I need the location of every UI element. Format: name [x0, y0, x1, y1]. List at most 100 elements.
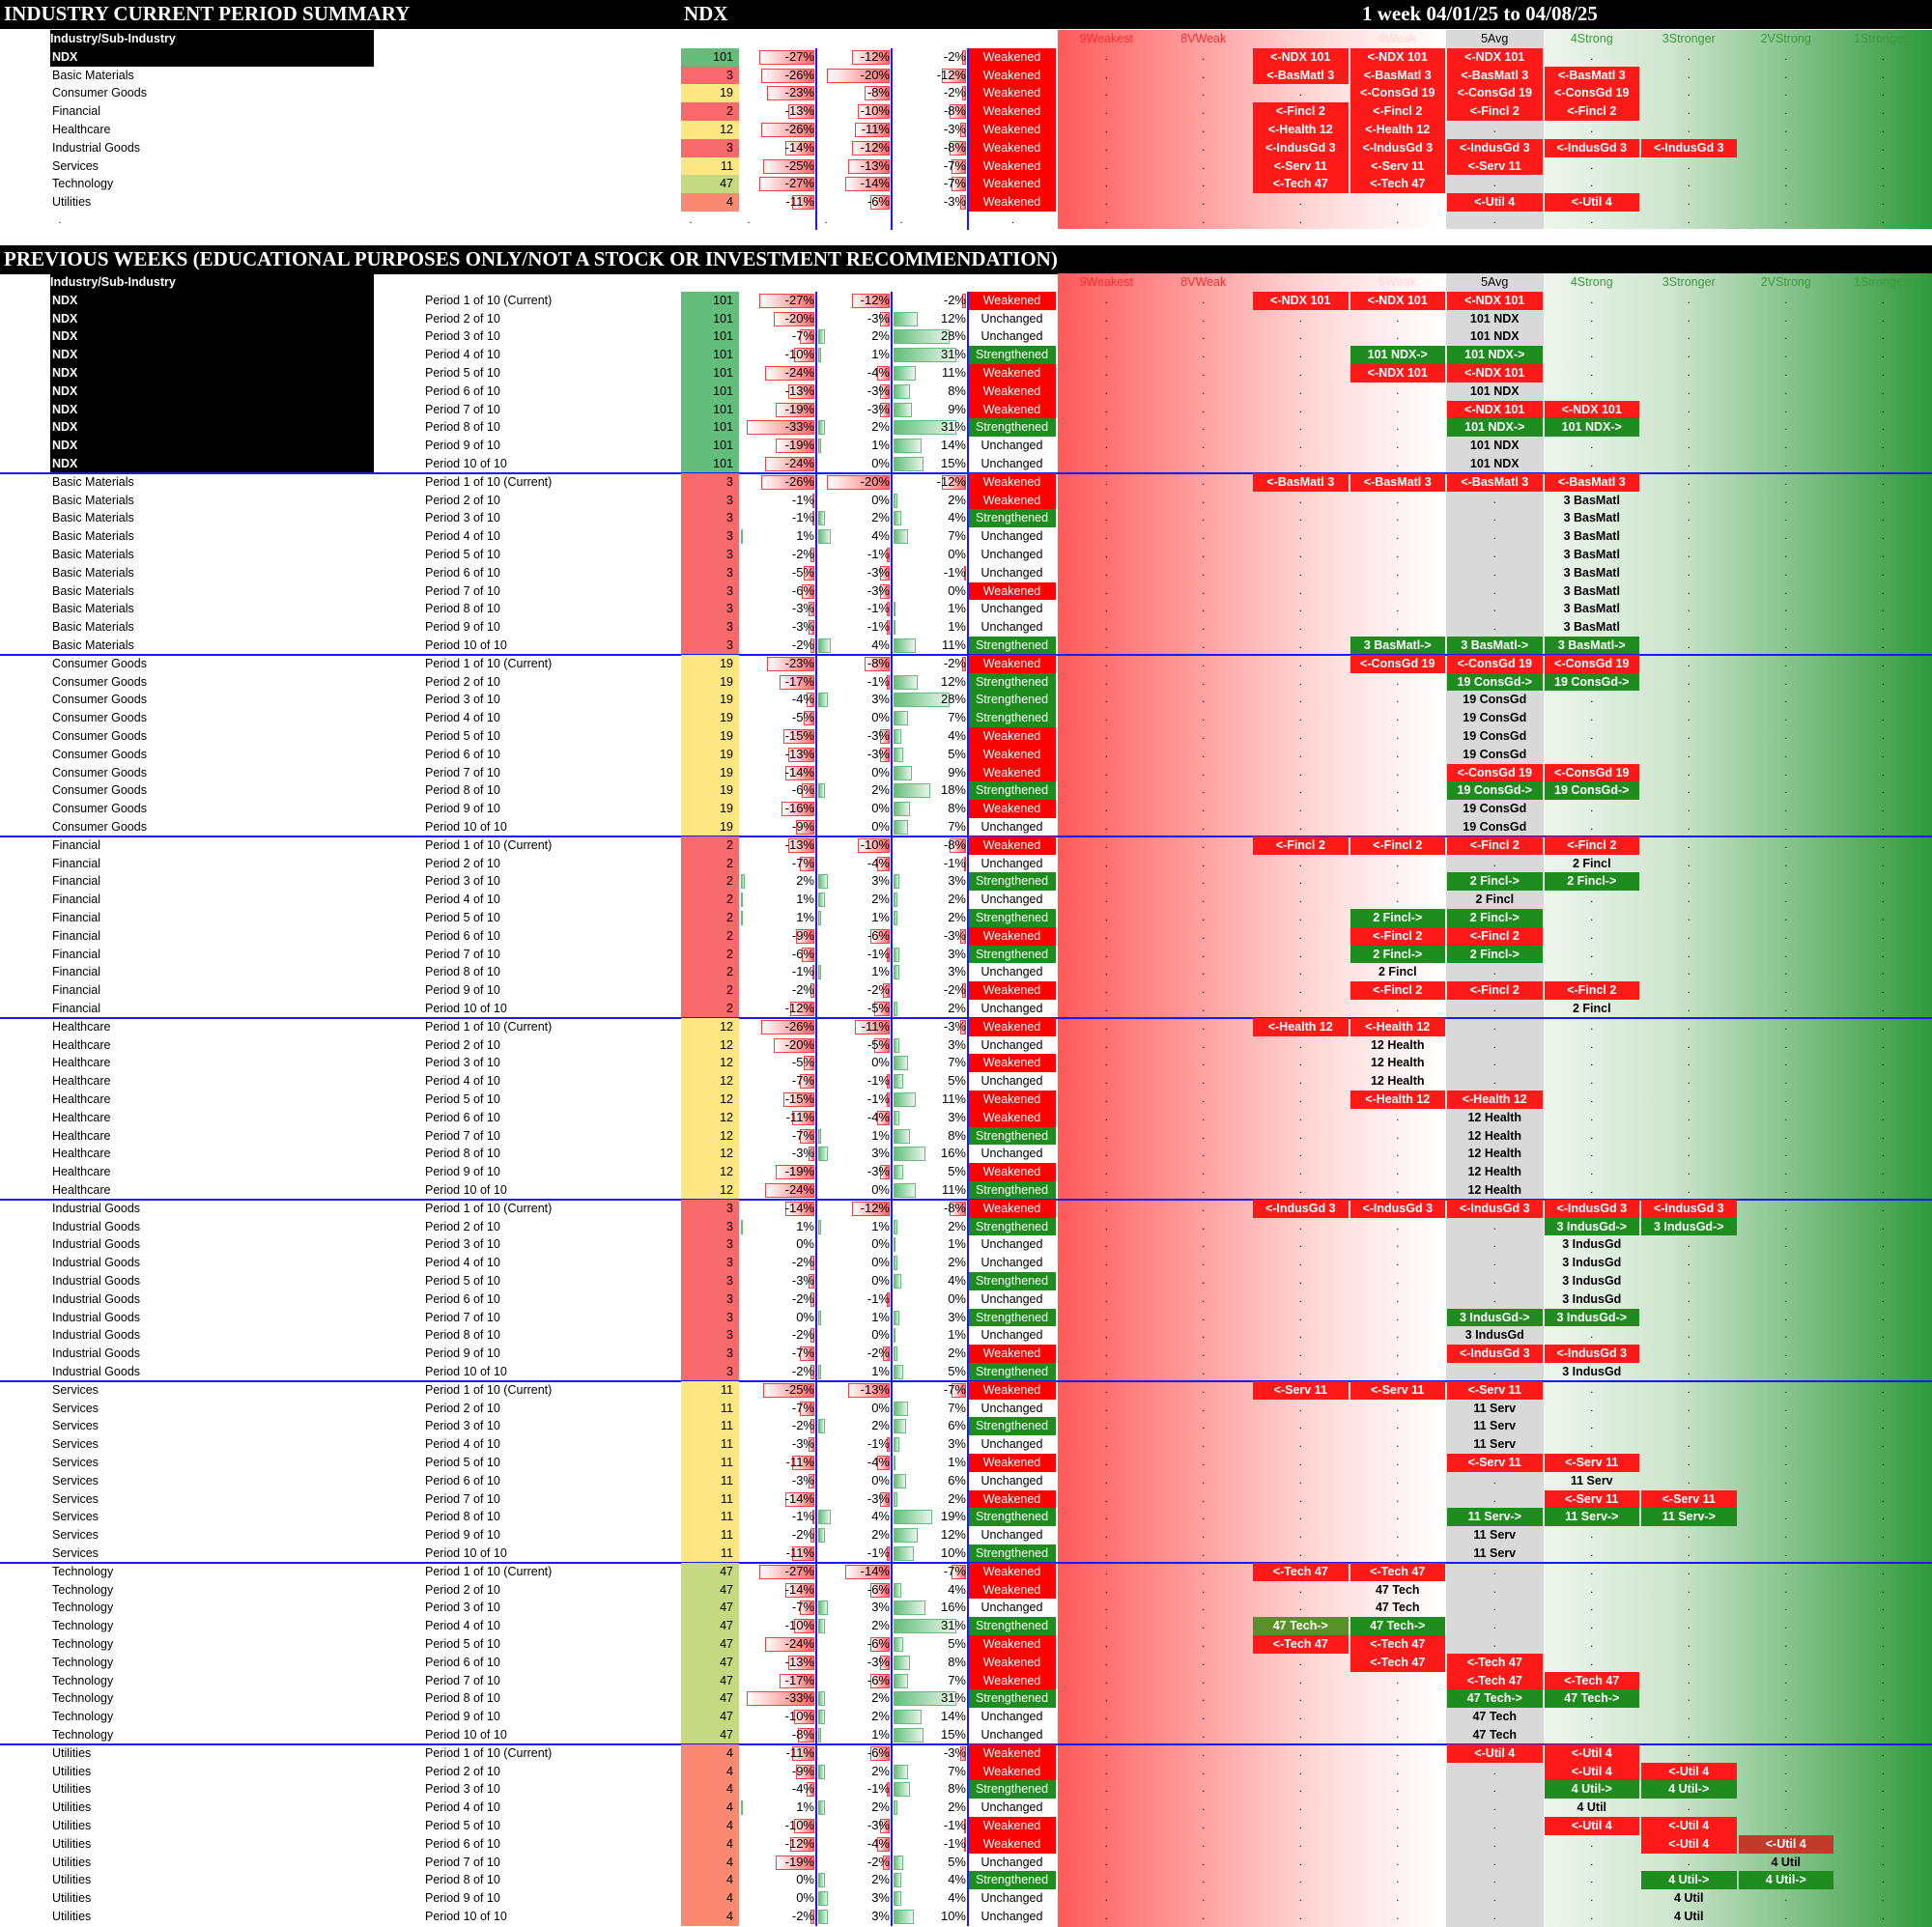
avg-cell-value: 3%: [871, 1146, 890, 1161]
industry-name: Basic Materials: [52, 548, 134, 561]
max-cell-value: 5%: [948, 1164, 966, 1179]
zone-empty-dot: .: [1881, 1420, 1885, 1432]
max-cell-value: -3%: [943, 1744, 966, 1760]
industry-name: NDX: [50, 418, 374, 438]
max-cell-value: 2%: [948, 1490, 966, 1506]
max-cell: 8%: [892, 1654, 968, 1672]
status-cell: Strengthened: [968, 1689, 1056, 1709]
min-cell: -2%: [739, 1290, 816, 1309]
zone-empty-dot: .: [1784, 1003, 1788, 1014]
status-cell: Unchanged: [968, 1726, 1056, 1744]
zone-empty-dot: .: [1104, 1003, 1108, 1014]
avg-cell-value: 1%: [871, 964, 890, 979]
period-label: Period 10 of 10: [425, 457, 507, 470]
zone-empty-dot: .: [1202, 1529, 1206, 1542]
industry-name: Utilities: [52, 1745, 92, 1760]
zone-empty-dot: .: [1784, 1111, 1788, 1123]
zone-empty-dot: .: [1881, 367, 1885, 379]
zone-empty-dot: .: [1881, 1329, 1885, 1342]
zone-empty-dot: .: [1202, 1547, 1206, 1559]
min-cell: -24%: [739, 1635, 816, 1654]
zone-empty-dot: .: [1687, 196, 1690, 209]
avg-cell-bar: [886, 602, 890, 617]
zone-empty-dot: .: [1298, 621, 1302, 634]
period-label: Period 5 of 10: [425, 1637, 500, 1651]
avg-cell: -12%: [816, 292, 892, 310]
zone-marker: <-NDX 101: [1447, 47, 1543, 67]
zone-empty-dot: .: [1881, 1711, 1885, 1723]
zone-empty-dot: .: [1298, 712, 1302, 724]
avg-cell-value: 0%: [871, 1255, 890, 1270]
avg-cell-bar: [876, 1836, 890, 1852]
summary-period-range: 1 week 04/01/25 to 04/08/25: [1362, 2, 1598, 25]
zone-empty-dot: .: [1298, 1402, 1302, 1414]
max-cell-bar: [894, 1728, 924, 1743]
min-cell-value: -6%: [791, 582, 814, 598]
avg-cell-value: -12%: [860, 139, 890, 155]
max-cell-value: 6%: [948, 1418, 966, 1433]
zone-empty-dot: .: [1881, 196, 1885, 209]
zone-empty-dot: .: [1687, 1329, 1690, 1342]
avg-cell-value: -1%: [867, 1091, 890, 1106]
zone-empty-dot: .: [1202, 1438, 1206, 1451]
min-cell-value: -5%: [791, 564, 814, 580]
min-cell: -3%: [739, 1472, 816, 1490]
zone-empty-dot: .: [1202, 1583, 1206, 1596]
zone-marker: <-Serv 11: [1641, 1489, 1737, 1509]
count-cell: 4: [681, 1780, 739, 1799]
zone-empty-dot: .: [1396, 821, 1400, 833]
avg-cell: -14%: [816, 1563, 892, 1581]
zone-empty-dot: .: [1298, 1765, 1302, 1777]
avg-cell-bar: [876, 366, 890, 381]
min-cell-bar: [795, 1764, 814, 1779]
zone-empty-dot: .: [1202, 748, 1206, 760]
zone-empty-dot: .: [1784, 1511, 1788, 1523]
zone-empty-dot: .: [1104, 984, 1108, 997]
avg-cell-bar: [883, 983, 890, 999]
max-cell-value: 12%: [940, 310, 966, 326]
min-cell-value: -11%: [785, 194, 814, 210]
min-cell-bar: [775, 1165, 814, 1180]
zone-empty-dot: .: [1784, 196, 1788, 209]
zone-empty-dot: .: [1104, 1801, 1108, 1814]
count-cell: 19: [681, 745, 739, 764]
min-cell-bar: [811, 493, 814, 508]
min-cell-bar: [793, 348, 814, 363]
zone-empty-dot: .: [1104, 1783, 1108, 1796]
period-label: Period 9 of 10: [425, 1165, 500, 1179]
count-cell: 4: [681, 1817, 739, 1835]
zone-empty-dot: .: [1784, 1820, 1788, 1831]
zone-marker: <-Fincl 2: [1544, 981, 1639, 1000]
zone-empty-dot: .: [1881, 475, 1885, 488]
zone-marker: 3 BasMatl: [1563, 548, 1620, 561]
min-cell-bar: [741, 874, 746, 890]
period-label: Period 4 of 10: [425, 1437, 500, 1452]
min-cell-bar: [761, 123, 814, 137]
zone-marker: <-NDX 101: [1447, 291, 1543, 310]
zone-empty-dot: .: [1298, 1238, 1302, 1251]
zone-marker: <-IndusGd 3: [1447, 1199, 1543, 1218]
max-cell: 31%: [892, 418, 968, 437]
count-cell: 4: [681, 1834, 739, 1854]
zone-empty-dot: .: [1687, 966, 1690, 978]
industry-name: Technology: [52, 1601, 114, 1615]
zone-empty-dot: .: [1396, 1711, 1400, 1723]
count-cell: 2: [681, 836, 739, 855]
min-cell-bar: [810, 638, 814, 653]
max-cell-value: 7%: [948, 1763, 966, 1778]
max-cell: 2%: [892, 909, 968, 927]
zone-empty-dot: .: [1492, 1075, 1496, 1088]
status-cell: Strengthened: [968, 1181, 1056, 1200]
avg-cell: -3%: [816, 582, 892, 601]
avg-cell-bar: [818, 348, 822, 363]
max-cell: -8%: [892, 836, 968, 855]
zone-empty-dot: .: [1687, 1038, 1690, 1051]
period-label: Period 2 of 10: [425, 1582, 500, 1597]
zone-empty-dot: .: [1687, 1402, 1690, 1414]
zone-empty-dot: .: [1687, 948, 1690, 960]
avg-cell-value: 3%: [871, 692, 890, 707]
avg-cell-value: -10%: [860, 103, 890, 119]
zone-header-6weak: 6Weak: [1378, 32, 1417, 45]
zone-empty-dot: .: [1396, 1438, 1400, 1451]
period-label: Period 4 of 10: [425, 348, 500, 362]
